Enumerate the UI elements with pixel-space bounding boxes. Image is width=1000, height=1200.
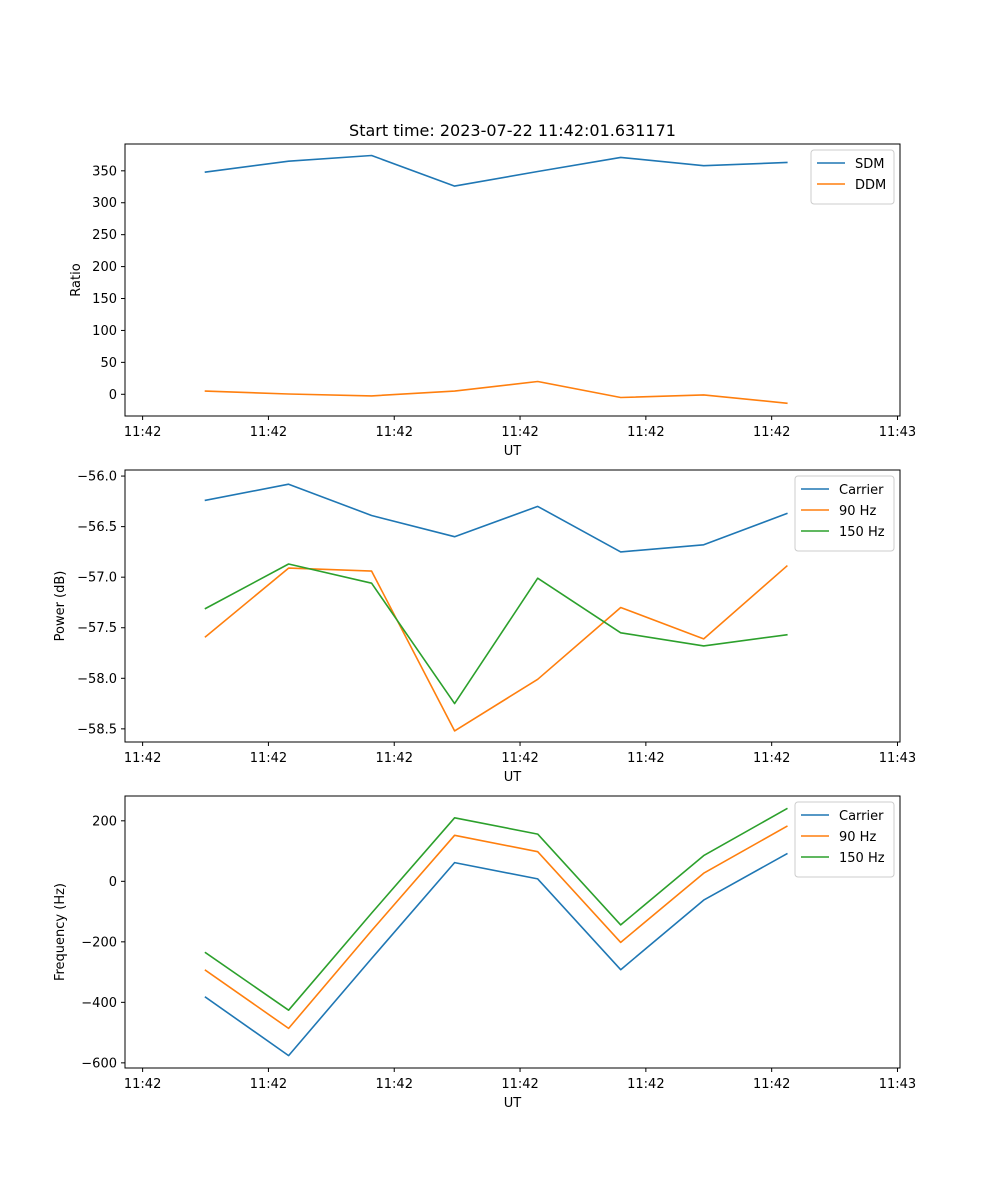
ratio-x-axis-label: UT <box>504 444 522 459</box>
power-y-tick-label: −56.5 <box>77 520 117 535</box>
frequency-x-tick-label: 11:42 <box>376 1077 413 1092</box>
frequency-x-axis-label: UT <box>504 1096 522 1111</box>
ratio-y-tick-label: 150 <box>92 292 117 307</box>
ratio-series-sdm-line <box>204 154 788 187</box>
ratio-y-axis-label: Ratio <box>69 263 84 296</box>
power-x-tick-label: 11:42 <box>627 751 664 766</box>
power-x-tick-label: 11:42 <box>250 751 287 766</box>
power-y-axis-label: Power (dB) <box>53 571 68 642</box>
power-y-tick-label: −56.0 <box>77 470 117 485</box>
frequency-y-tick-label: −200 <box>81 935 117 950</box>
power-y-tick-label: −57.0 <box>77 571 117 586</box>
power-legend <box>794 475 895 552</box>
ratio-legend-label: SDM <box>855 157 884 172</box>
frequency-chart: 11:42 11:42 11:42 11:42 11:42 11:42 11:43 −600 −… <box>53 795 916 1111</box>
frequency-series-carrier-line <box>204 852 788 1057</box>
ratio-y-tick-label: 300 <box>92 196 117 211</box>
frequency-x-tick-label: 11:42 <box>753 1077 790 1092</box>
ratio-y-tick-label: 50 <box>100 356 117 371</box>
frequency-y-tick-label: −600 <box>81 1056 117 1071</box>
power-y-tick-label: −57.5 <box>77 621 117 636</box>
power-x-tick-label: 11:42 <box>376 751 413 766</box>
power-series-carrier-line <box>204 483 788 553</box>
power-axes-frame <box>124 469 901 743</box>
frequency-y-tick-label: 0 <box>109 875 117 890</box>
frequency-y-axis-label: Frequency (Hz) <box>53 883 68 981</box>
frequency-legend-label: 90 Hz <box>839 830 876 845</box>
power-y-tick-label: −58.5 <box>77 722 117 737</box>
power-legend-label: 90 Hz <box>839 504 876 519</box>
power-x-tick-label: 11:43 <box>879 751 916 766</box>
frequency-axes-frame <box>124 795 901 1069</box>
ratio-x-tick-label: 11:42 <box>376 425 413 440</box>
ratio-x-tick-label: 11:43 <box>879 425 916 440</box>
ratio-series-ddm-line <box>204 380 788 405</box>
ratio-x-tick-label: 11:42 <box>753 425 790 440</box>
ratio-x-tick-label: 11:42 <box>124 425 161 440</box>
ratio-legend-label: DDM <box>855 178 886 193</box>
power-legend-label: Carrier <box>839 483 884 498</box>
power-legend-label: 150 Hz <box>839 525 885 540</box>
power-chart: 11:42 11:42 11:42 11:42 11:42 11:42 11:43 −58.5… <box>53 469 916 785</box>
frequency-legend <box>794 801 895 878</box>
ratio-x-tick-label: 11:42 <box>501 425 538 440</box>
ratio-x-tick-label: 11:42 <box>627 425 664 440</box>
frequency-x-tick-label: 11:42 <box>124 1077 161 1092</box>
power-y-tick-label: −58.0 <box>77 672 117 687</box>
frequency-legend-label: 150 Hz <box>839 851 885 866</box>
frequency-series-90-hz-line <box>204 825 788 1030</box>
frequency-x-tick-label: 11:42 <box>250 1077 287 1092</box>
frequency-y-tick-label: −400 <box>81 996 117 1011</box>
ratio-axes-frame <box>124 143 901 417</box>
ratio-y-tick-label: 350 <box>92 164 117 179</box>
frequency-x-tick-label: 11:43 <box>879 1077 916 1092</box>
frequency-series-150-hz-line <box>204 807 788 1012</box>
frequency-x-tick-label: 11:42 <box>501 1077 538 1092</box>
figure-title: Start time: 2023-07-22 11:42:01.631171 <box>349 121 676 140</box>
power-x-tick-label: 11:42 <box>753 751 790 766</box>
ratio-chart: 11:42 11:42 11:42 11:42 11:42 11:42 11:43 0 50 10… <box>69 143 916 459</box>
power-x-tick-label: 11:42 <box>501 751 538 766</box>
power-series-90-hz-line <box>204 564 788 732</box>
frequency-x-tick-label: 11:42 <box>627 1077 664 1092</box>
ratio-y-tick-label: 100 <box>92 324 117 339</box>
frequency-y-tick-label: 200 <box>92 814 117 829</box>
frequency-legend-label: Carrier <box>839 809 884 824</box>
ratio-y-tick-label: 200 <box>92 260 117 275</box>
ratio-y-tick-label: 0 <box>109 388 117 403</box>
power-series-150-hz-line <box>204 563 788 705</box>
power-x-tick-label: 11:42 <box>124 751 161 766</box>
ratio-x-tick-label: 11:42 <box>250 425 287 440</box>
power-x-axis-label: UT <box>504 770 522 785</box>
ratio-y-tick-label: 250 <box>92 228 117 243</box>
